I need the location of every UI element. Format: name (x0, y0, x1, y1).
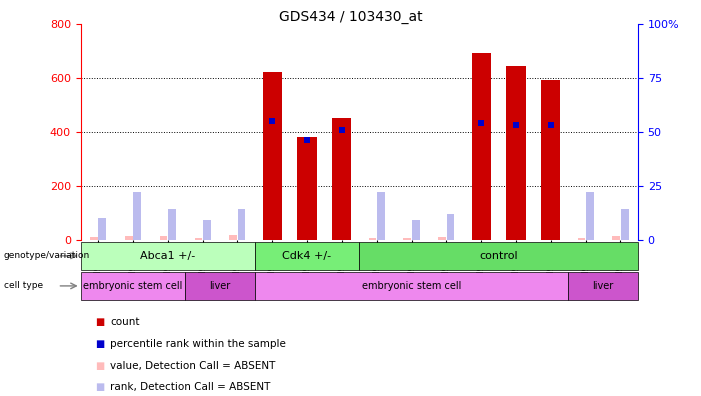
Bar (263, 72, 282, 240)
Bar (125, 236, 132, 240)
Text: ■: ■ (95, 382, 104, 392)
Text: embryonic stem cell: embryonic stem cell (362, 281, 461, 291)
Text: liver: liver (210, 281, 231, 291)
Bar (98, 218, 106, 240)
Bar (412, 220, 419, 240)
Bar (203, 220, 210, 240)
Bar (472, 53, 491, 240)
Bar (90, 238, 97, 240)
Text: GDS434 / 103430_at: GDS434 / 103430_at (279, 10, 422, 24)
Bar (578, 238, 585, 240)
Text: embryonic stem cell: embryonic stem cell (83, 281, 182, 291)
Bar (332, 118, 351, 240)
Bar (404, 238, 411, 240)
Bar (194, 238, 202, 240)
Bar (133, 192, 141, 240)
Text: rank, Detection Call = ABSENT: rank, Detection Call = ABSENT (110, 382, 271, 392)
Bar (586, 192, 594, 240)
Text: Abca1 +/-: Abca1 +/- (140, 251, 196, 261)
Text: genotype/variation: genotype/variation (4, 251, 90, 260)
Text: ■: ■ (95, 339, 104, 349)
Text: control: control (479, 251, 518, 261)
Bar (506, 66, 526, 240)
Bar (168, 209, 176, 240)
Text: liver: liver (592, 281, 613, 291)
Text: Cdk4 +/-: Cdk4 +/- (283, 251, 332, 261)
Bar (377, 192, 385, 240)
Bar (541, 80, 560, 240)
Bar (447, 214, 454, 240)
Bar (229, 235, 237, 240)
Bar (297, 137, 317, 240)
Bar (621, 209, 629, 240)
Bar (438, 237, 446, 240)
Bar (369, 238, 376, 240)
Bar (238, 209, 245, 240)
Text: percentile rank within the sample: percentile rank within the sample (110, 339, 286, 349)
Text: count: count (110, 317, 139, 327)
Text: ■: ■ (95, 360, 104, 371)
Text: value, Detection Call = ABSENT: value, Detection Call = ABSENT (110, 360, 275, 371)
Bar (613, 236, 620, 240)
Bar (160, 236, 168, 240)
Text: ■: ■ (95, 317, 104, 327)
Text: cell type: cell type (4, 282, 43, 290)
